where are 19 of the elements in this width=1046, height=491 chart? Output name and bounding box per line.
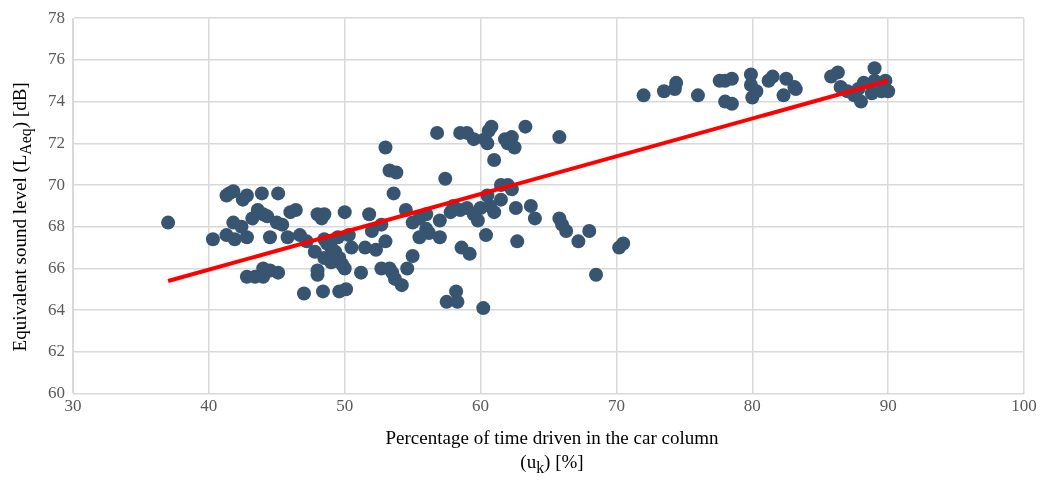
y-tick-label: 66 — [48, 257, 65, 277]
x-tick-label: 90 — [879, 396, 897, 416]
y-tick-label: 72 — [48, 132, 65, 152]
y-tick-label: 60 — [48, 383, 65, 403]
y-tick-label: 78 — [48, 7, 65, 27]
x-tick-label: 100 — [1011, 396, 1037, 416]
y-tick-label: 70 — [48, 174, 65, 194]
x-tick-label: 30 — [64, 396, 82, 416]
x-tick-label: 40 — [200, 396, 218, 416]
x-tick-label: 50 — [336, 396, 354, 416]
x-tick-label: 70 — [607, 396, 625, 416]
x-axis-title: Percentage of time driven in the car column (u$_{k}$) [%] — [384, 426, 720, 478]
y-tick-label: 74 — [48, 91, 66, 111]
x-tick-label: 80 — [743, 396, 761, 416]
y-tick-label: 76 — [48, 49, 65, 69]
y-tick-label: 68 — [48, 216, 65, 236]
y-tick-label: 64 — [48, 299, 66, 319]
x-tick-label: 60 — [472, 396, 490, 416]
y-tick-label: 62 — [48, 341, 65, 361]
